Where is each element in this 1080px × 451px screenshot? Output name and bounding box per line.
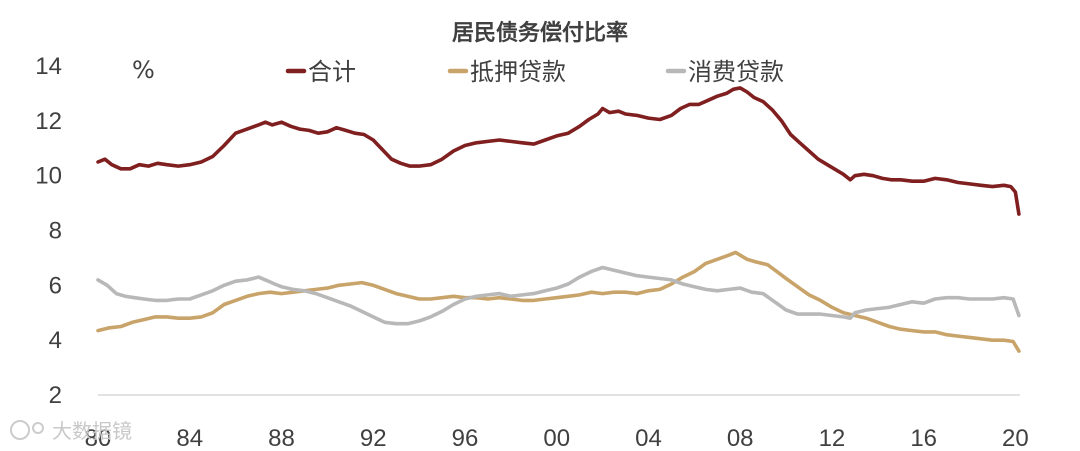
unit-label: %	[132, 56, 155, 84]
y-axis: 2 4 6 8 10 12 14	[35, 53, 62, 409]
y-tick-label: 2	[49, 382, 62, 409]
x-tick-label: 84	[176, 425, 203, 451]
y-tick-label: 4	[49, 327, 62, 354]
legend: 合计 抵押贷款 消费贷款	[285, 58, 784, 86]
x-tick-label: 16	[910, 425, 937, 451]
y-tick-label: 14	[35, 53, 62, 80]
x-tick-label: 08	[727, 425, 754, 451]
x-tick-label: 92	[360, 425, 387, 451]
x-tick-label: 88	[268, 425, 295, 451]
legend-label-0: 合计	[308, 58, 356, 86]
x-tick-label: 96	[452, 425, 479, 451]
series-line-0	[96, 86, 1021, 216]
x-tick-label: 80	[85, 425, 112, 451]
legend-label-1: 抵押贷款	[470, 58, 566, 86]
x-tick-label: 00	[543, 425, 570, 451]
x-tick-label: 12	[819, 425, 846, 451]
chart-title: 居民债务偿付比率	[452, 20, 628, 46]
y-tick-label: 10	[35, 163, 62, 190]
watermark-text: 大数据镜	[52, 419, 132, 443]
series-line-2	[96, 265, 1021, 326]
legend-label-2: 消费贷款	[688, 58, 784, 86]
y-tick-label: 12	[35, 108, 62, 135]
x-axis: 80 84 88 92 96 00 04 08 12 16 20	[85, 394, 1029, 451]
x-tick-label: 04	[635, 425, 662, 451]
series-group	[96, 86, 1021, 353]
watermark: 大数据镜	[10, 419, 132, 443]
x-tick-label: 20	[1002, 425, 1029, 451]
watermark-logo-icon-dot	[32, 422, 44, 434]
y-tick-label: 8	[49, 218, 62, 245]
watermark-logo-icon	[10, 420, 30, 440]
series-line-1	[96, 250, 1021, 353]
y-tick-label: 6	[49, 272, 62, 299]
